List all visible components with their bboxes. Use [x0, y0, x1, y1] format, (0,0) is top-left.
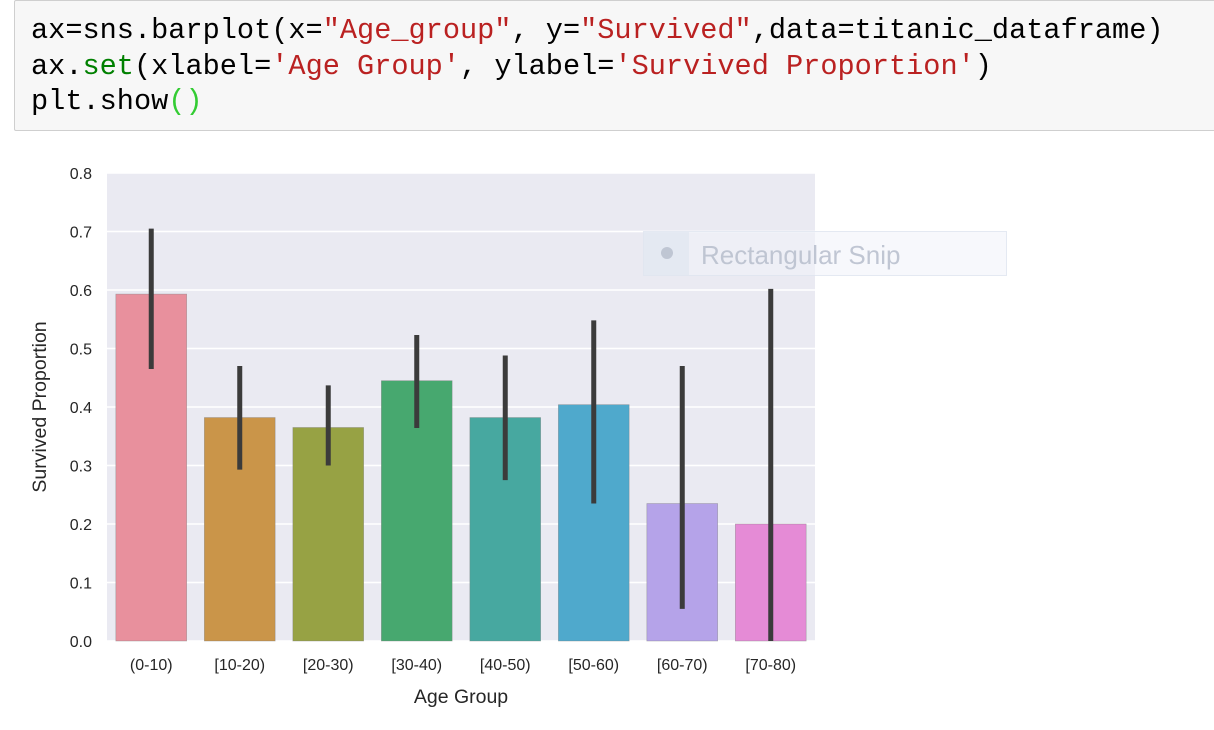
code-token: "Age_group"	[322, 14, 512, 47]
record-dot-icon	[661, 247, 673, 259]
code-token: ax=sns.barplot(x=	[31, 14, 323, 47]
x-tick-label: [50-60)	[568, 657, 619, 674]
y-tick-label: 0.7	[70, 225, 92, 242]
code-token: 'Age Group'	[271, 49, 460, 83]
y-tick-label: 0.8	[70, 166, 92, 183]
code-token: plt.show	[31, 85, 169, 118]
code-line: ax.set(xlabel='Age Group', ylabel='Survi…	[31, 50, 992, 83]
x-tick-label: [40-50)	[480, 657, 531, 674]
code-editor[interactable]: ax=sns.barplot(x="Age_group", y="Survive…	[31, 13, 1164, 120]
x-tick-label: [70-80)	[745, 657, 796, 674]
code-token: 'Survived Proportion'	[614, 49, 975, 83]
code-token: (xlabel=	[133, 49, 272, 83]
code-line: plt.show()	[31, 85, 203, 118]
x-tick-label: [10-20)	[214, 657, 265, 674]
y-axis-label: Survived Proportion	[29, 321, 51, 492]
y-tick-label: 0.2	[70, 517, 92, 534]
x-tick-label: (0-10)	[130, 657, 173, 674]
code-token: ax.	[31, 49, 83, 83]
code-token: , y=	[511, 14, 581, 47]
code-line: ax=sns.barplot(x="Age_group", y="Survive…	[31, 14, 1164, 47]
code-token: ,data=titanic_dataframe)	[751, 14, 1164, 47]
snip-mode-label: Rectangular Snip	[701, 240, 901, 270]
code-cell[interactable]: ax=sns.barplot(x="Age_group", y="Survive…	[14, 0, 1214, 131]
y-tick-label: 0.4	[70, 400, 92, 417]
x-tick-label: [20-30)	[303, 657, 354, 674]
bar-chart: 0.0 0.1 0.2 0.3 0.4 0.5 0.6 0.7 0.8 (0-10) [10-20)…	[29, 166, 815, 708]
x-tick-label: [30-40)	[391, 657, 442, 674]
x-axis-label: Age Group	[414, 686, 508, 708]
rectangular-snip-overlay[interactable]: Rectangular Snip	[643, 231, 1007, 276]
code-token: "Survived"	[580, 14, 752, 47]
code-token: set	[82, 49, 134, 83]
snip-mode-icon	[644, 232, 689, 275]
y-tick-label: 0.1	[70, 576, 92, 593]
x-tick-label: [60-70)	[657, 657, 708, 674]
code-token: ()	[168, 85, 203, 118]
code-token: , ylabel=	[460, 49, 615, 83]
y-tick-label: 0.0	[70, 634, 92, 651]
y-tick-label: 0.3	[70, 459, 92, 476]
y-tick-label: 0.5	[70, 342, 92, 359]
y-tick-label: 0.6	[70, 283, 92, 300]
code-token: )	[974, 49, 992, 83]
